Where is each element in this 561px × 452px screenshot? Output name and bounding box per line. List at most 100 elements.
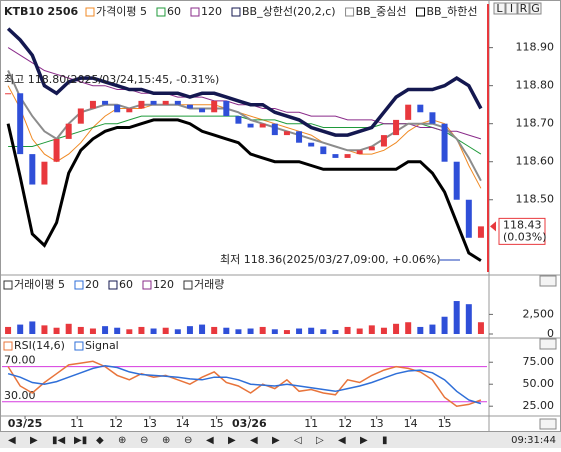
toolbar-button[interactable]: ▶ (360, 435, 368, 446)
indicator-line (7, 47, 482, 140)
candle (308, 142, 315, 147)
last-price-arrow (490, 221, 496, 232)
corner-button-label[interactable]: G (531, 2, 540, 15)
legend-label[interactable]: 가격이평 5 (96, 5, 147, 18)
toolbar-button[interactable]: ◀ (338, 435, 346, 446)
candle (5, 93, 12, 95)
legend-checkbox[interactable] (74, 341, 84, 351)
toolbar-button[interactable]: ⊖ (140, 435, 148, 446)
panel-button[interactable] (539, 275, 557, 287)
legend-checkbox[interactable] (156, 7, 166, 17)
candle (344, 154, 351, 158)
toolbar-button[interactable]: ▮ (382, 435, 388, 446)
legend-checkbox[interactable] (3, 280, 13, 290)
toolbar-button[interactable]: ▶ (228, 435, 236, 446)
last-price-box (498, 217, 546, 245)
rsi-line (7, 364, 482, 405)
legend-label[interactable]: 20 (85, 278, 99, 291)
candle (29, 154, 36, 185)
candle (259, 123, 266, 128)
legend-label[interactable]: 120 (153, 278, 174, 291)
rsi-level-label: 30.00 (4, 389, 36, 402)
legend-label[interactable]: Signal (85, 339, 119, 352)
legend-checkbox[interactable] (190, 7, 200, 17)
volume-bar (114, 327, 121, 334)
x-tick-label: 14 (404, 417, 418, 430)
toolbar-button[interactable]: ▶ (30, 435, 38, 446)
clock: 09:31:44 (511, 435, 556, 446)
legend-checkbox[interactable] (142, 280, 152, 290)
corner-button-label[interactable]: R (520, 2, 528, 15)
candle (380, 135, 387, 147)
legend-label[interactable]: RSI(14,6) (14, 339, 65, 352)
candle (247, 123, 254, 128)
corner-button-label[interactable]: I (510, 2, 513, 15)
toolbar-button[interactable]: ◁ (294, 435, 302, 446)
y-tick-label: 118.90 (516, 41, 555, 54)
x-tick-label: 11 (70, 417, 84, 430)
volume-bar (453, 301, 460, 334)
legend-checkbox[interactable] (231, 7, 241, 17)
corner-button[interactable] (517, 2, 530, 15)
volume-bar (29, 321, 36, 334)
candle (283, 131, 290, 136)
legend-checkbox[interactable] (74, 280, 84, 290)
volume-bar (296, 328, 303, 334)
volume-bar (102, 326, 109, 334)
corner-button-label[interactable]: L (496, 2, 503, 15)
legend-checkbox[interactable] (345, 7, 355, 17)
toolbar-button[interactable]: ▮◀ (52, 435, 66, 446)
volume-bar (77, 326, 84, 334)
legend-label[interactable]: BB_하한선 (427, 4, 478, 18)
toolbar-button[interactable]: ⊕ (162, 435, 170, 446)
candle (332, 154, 339, 158)
x-tick-label: 13 (370, 417, 384, 430)
toolbar (0, 432, 561, 448)
legend-label[interactable]: BB_중심선 (356, 5, 407, 18)
panel-button[interactable] (539, 418, 557, 430)
toolbar-button[interactable]: ▶▮ (74, 435, 87, 446)
indicator-line (6, 118, 482, 262)
toolbar-button[interactable]: ◀ (250, 435, 258, 446)
toolbar-button[interactable]: ⊕ (118, 435, 126, 446)
indicator-line (7, 70, 482, 182)
legend-checkbox[interactable] (3, 341, 13, 351)
candle (150, 100, 157, 105)
corner-button[interactable] (505, 2, 518, 15)
legend-label[interactable]: 거래량 (194, 278, 224, 291)
volume-bar (5, 326, 12, 334)
toolbar-button[interactable]: ◀ (8, 435, 16, 446)
legend-label[interactable]: 거래이평 5 (14, 278, 65, 291)
volume-bar (441, 316, 448, 334)
corner-button[interactable] (493, 2, 506, 15)
chart-title: KTB10 2506 (4, 5, 79, 18)
legend-checkbox[interactable] (85, 7, 95, 17)
x-tick-label: 03/26 (232, 417, 267, 430)
legend-label[interactable]: BB_상한선(20,2,c) (242, 5, 336, 18)
toolbar-button[interactable]: ◀ (206, 435, 214, 446)
toolbar-button[interactable]: ◆ (96, 435, 104, 446)
rsi-line (7, 360, 482, 407)
toolbar-button[interactable]: ▶ (272, 435, 280, 446)
y-tick-label: 118.80 (516, 79, 555, 92)
legend-checkbox[interactable] (183, 280, 193, 290)
y-tick-label: 75.00 (523, 355, 555, 368)
y-tick-label: 2,500 (523, 307, 555, 320)
candle (356, 150, 363, 155)
candle (405, 104, 412, 120)
legend-checkbox[interactable] (108, 280, 118, 290)
candle (65, 123, 72, 139)
candle (368, 146, 375, 151)
toolbar-button[interactable]: ▷ (316, 435, 324, 446)
y-tick-label: 118.50 (516, 193, 555, 206)
legend-label[interactable]: 120 (201, 5, 222, 18)
panel-button[interactable] (539, 338, 557, 350)
toolbar-button[interactable]: ⊖ (184, 435, 192, 446)
legend-checkbox[interactable] (416, 7, 426, 17)
legend-label[interactable]: 60 (167, 5, 181, 18)
legend-label[interactable]: 60 (119, 278, 133, 291)
y-tick-label: 50.00 (523, 377, 555, 390)
corner-button[interactable] (529, 2, 542, 15)
